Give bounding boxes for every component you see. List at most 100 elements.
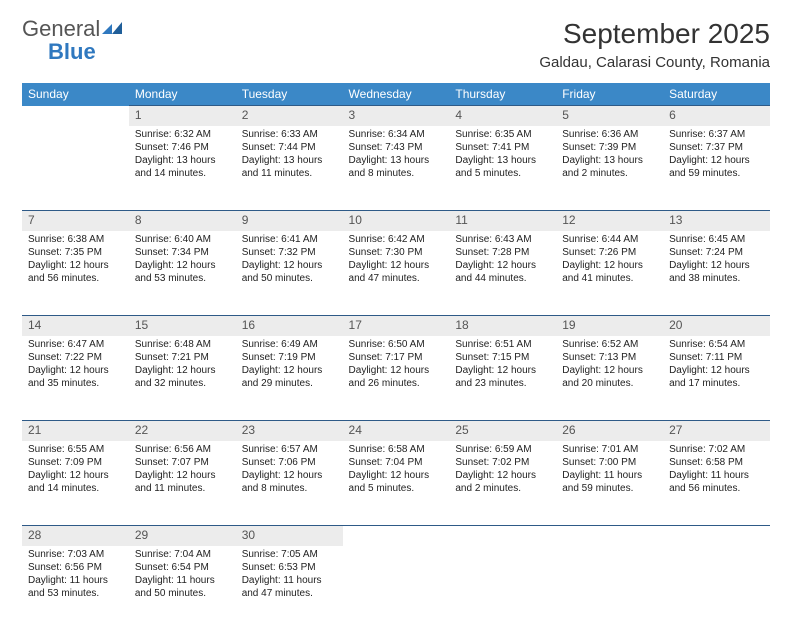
calendar-table: Sunday Monday Tuesday Wednesday Thursday…	[22, 83, 770, 630]
sunrise-text: Sunrise: 6:41 AM	[242, 233, 337, 246]
daylight-text: Daylight: 12 hours and 53 minutes.	[135, 259, 230, 285]
day-number: 30	[236, 526, 343, 547]
sunset-text: Sunset: 7:43 PM	[349, 141, 444, 154]
day-cell: Sunrise: 6:44 AMSunset: 7:26 PMDaylight:…	[556, 231, 663, 316]
sunrise-text: Sunrise: 6:42 AM	[349, 233, 444, 246]
sunrise-text: Sunrise: 7:05 AM	[242, 548, 337, 561]
weekday-header-row: Sunday Monday Tuesday Wednesday Thursday…	[22, 83, 770, 106]
sunrise-text: Sunrise: 6:50 AM	[349, 338, 444, 351]
day-cell: Sunrise: 6:41 AMSunset: 7:32 PMDaylight:…	[236, 231, 343, 316]
day-number	[556, 526, 663, 547]
day-cell: Sunrise: 6:43 AMSunset: 7:28 PMDaylight:…	[449, 231, 556, 316]
day-number: 3	[343, 106, 450, 127]
daylight-text: Daylight: 12 hours and 20 minutes.	[562, 364, 657, 390]
sunrise-text: Sunrise: 6:37 AM	[669, 128, 764, 141]
day-number: 21	[22, 421, 129, 442]
sunrise-text: Sunrise: 6:32 AM	[135, 128, 230, 141]
daynum-row: 282930	[22, 526, 770, 547]
day-number: 26	[556, 421, 663, 442]
day-cell: Sunrise: 6:58 AMSunset: 7:04 PMDaylight:…	[343, 441, 450, 526]
sunset-text: Sunset: 7:44 PM	[242, 141, 337, 154]
daylight-text: Daylight: 11 hours and 50 minutes.	[135, 574, 230, 600]
day-number: 1	[129, 106, 236, 127]
sunrise-text: Sunrise: 6:34 AM	[349, 128, 444, 141]
daynum-row: 14151617181920	[22, 316, 770, 337]
sunset-text: Sunset: 7:22 PM	[28, 351, 123, 364]
day-number: 28	[22, 526, 129, 547]
sunset-text: Sunset: 6:54 PM	[135, 561, 230, 574]
day-cell: Sunrise: 6:48 AMSunset: 7:21 PMDaylight:…	[129, 336, 236, 421]
daylight-text: Daylight: 12 hours and 2 minutes.	[455, 469, 550, 495]
daylight-text: Daylight: 12 hours and 32 minutes.	[135, 364, 230, 390]
col-monday: Monday	[129, 83, 236, 106]
week-row: Sunrise: 7:03 AMSunset: 6:56 PMDaylight:…	[22, 546, 770, 630]
day-cell	[22, 126, 129, 211]
sunset-text: Sunset: 7:26 PM	[562, 246, 657, 259]
sunset-text: Sunset: 7:21 PM	[135, 351, 230, 364]
week-row: Sunrise: 6:38 AMSunset: 7:35 PMDaylight:…	[22, 231, 770, 316]
day-number: 11	[449, 211, 556, 232]
day-cell: Sunrise: 6:55 AMSunset: 7:09 PMDaylight:…	[22, 441, 129, 526]
col-wednesday: Wednesday	[343, 83, 450, 106]
sunset-text: Sunset: 7:11 PM	[669, 351, 764, 364]
sunrise-text: Sunrise: 7:01 AM	[562, 443, 657, 456]
day-number	[343, 526, 450, 547]
sunset-text: Sunset: 7:04 PM	[349, 456, 444, 469]
day-number: 9	[236, 211, 343, 232]
sunrise-text: Sunrise: 6:49 AM	[242, 338, 337, 351]
day-cell: Sunrise: 6:32 AMSunset: 7:46 PMDaylight:…	[129, 126, 236, 211]
sunset-text: Sunset: 7:19 PM	[242, 351, 337, 364]
daylight-text: Daylight: 13 hours and 14 minutes.	[135, 154, 230, 180]
sunrise-text: Sunrise: 6:38 AM	[28, 233, 123, 246]
daylight-text: Daylight: 12 hours and 29 minutes.	[242, 364, 337, 390]
daylight-text: Daylight: 12 hours and 26 minutes.	[349, 364, 444, 390]
sunset-text: Sunset: 7:00 PM	[562, 456, 657, 469]
day-cell: Sunrise: 6:34 AMSunset: 7:43 PMDaylight:…	[343, 126, 450, 211]
day-cell: Sunrise: 6:59 AMSunset: 7:02 PMDaylight:…	[449, 441, 556, 526]
sunset-text: Sunset: 7:02 PM	[455, 456, 550, 469]
day-cell: Sunrise: 6:57 AMSunset: 7:06 PMDaylight:…	[236, 441, 343, 526]
daylight-text: Daylight: 12 hours and 11 minutes.	[135, 469, 230, 495]
day-cell: Sunrise: 6:37 AMSunset: 7:37 PMDaylight:…	[663, 126, 770, 211]
logo: General Blue	[22, 18, 122, 64]
month-title: September 2025	[539, 18, 770, 50]
sunset-text: Sunset: 7:07 PM	[135, 456, 230, 469]
sunset-text: Sunset: 7:06 PM	[242, 456, 337, 469]
daylight-text: Daylight: 12 hours and 38 minutes.	[669, 259, 764, 285]
daylight-text: Daylight: 12 hours and 8 minutes.	[242, 469, 337, 495]
sunrise-text: Sunrise: 7:04 AM	[135, 548, 230, 561]
sunset-text: Sunset: 7:13 PM	[562, 351, 657, 364]
day-number	[663, 526, 770, 547]
sunset-text: Sunset: 7:28 PM	[455, 246, 550, 259]
sunset-text: Sunset: 6:58 PM	[669, 456, 764, 469]
sunrise-text: Sunrise: 6:56 AM	[135, 443, 230, 456]
sunrise-text: Sunrise: 6:40 AM	[135, 233, 230, 246]
sunset-text: Sunset: 7:37 PM	[669, 141, 764, 154]
daylight-text: Daylight: 12 hours and 50 minutes.	[242, 259, 337, 285]
day-number: 29	[129, 526, 236, 547]
sunrise-text: Sunrise: 6:57 AM	[242, 443, 337, 456]
day-number: 13	[663, 211, 770, 232]
sunset-text: Sunset: 6:56 PM	[28, 561, 123, 574]
day-number: 16	[236, 316, 343, 337]
day-number: 24	[343, 421, 450, 442]
day-cell: Sunrise: 6:54 AMSunset: 7:11 PMDaylight:…	[663, 336, 770, 421]
sunrise-text: Sunrise: 6:51 AM	[455, 338, 550, 351]
sunset-text: Sunset: 7:15 PM	[455, 351, 550, 364]
week-row: Sunrise: 6:32 AMSunset: 7:46 PMDaylight:…	[22, 126, 770, 211]
daylight-text: Daylight: 11 hours and 56 minutes.	[669, 469, 764, 495]
sunset-text: Sunset: 7:09 PM	[28, 456, 123, 469]
day-cell	[556, 546, 663, 630]
sunrise-text: Sunrise: 6:59 AM	[455, 443, 550, 456]
daylight-text: Daylight: 13 hours and 5 minutes.	[455, 154, 550, 180]
day-number: 14	[22, 316, 129, 337]
daylight-text: Daylight: 11 hours and 47 minutes.	[242, 574, 337, 600]
day-cell: Sunrise: 7:03 AMSunset: 6:56 PMDaylight:…	[22, 546, 129, 630]
sunset-text: Sunset: 7:41 PM	[455, 141, 550, 154]
title-block: September 2025 Galdau, Calarasi County, …	[539, 18, 770, 71]
day-cell: Sunrise: 6:52 AMSunset: 7:13 PMDaylight:…	[556, 336, 663, 421]
daylight-text: Daylight: 12 hours and 35 minutes.	[28, 364, 123, 390]
sunrise-text: Sunrise: 6:55 AM	[28, 443, 123, 456]
day-number: 4	[449, 106, 556, 127]
day-cell: Sunrise: 7:01 AMSunset: 7:00 PMDaylight:…	[556, 441, 663, 526]
